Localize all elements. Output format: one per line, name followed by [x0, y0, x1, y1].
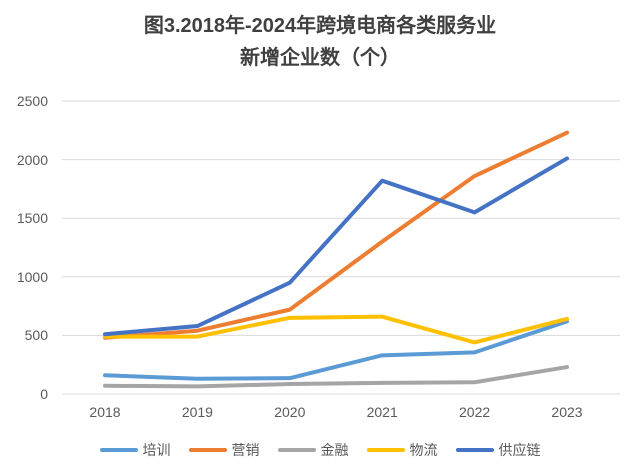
series-line-金融 [103, 365, 569, 389]
x-tick-label: 2023 [551, 404, 583, 420]
legend-item-营销: 营销 [188, 440, 260, 460]
y-tick-label: 500 [24, 327, 48, 344]
chart-title: 图3.2018年-2024年跨境电商各类服务业 新增企业数（个） [0, 10, 640, 74]
series-line-物流 [103, 314, 569, 345]
legend-label: 培训 [142, 442, 171, 458]
legend-line-swatch [277, 448, 316, 452]
chart-title-line1: 图3.2018年-2024年跨境电商各类服务业 [143, 15, 497, 37]
legend-line-swatch [188, 448, 227, 452]
x-tick-label: 2022 [459, 404, 491, 420]
legend-line-swatch [99, 448, 138, 452]
legend-line-swatch [366, 448, 405, 452]
x-tick-label: 2019 [181, 404, 213, 420]
legend-item-供应链: 供应链 [455, 440, 541, 460]
y-tick-label: 2500 [16, 93, 48, 109]
y-tick-label: 2000 [16, 151, 48, 168]
series-line-营销 [103, 130, 569, 340]
series-line-培训 [103, 319, 569, 381]
x-tick-label: 2020 [274, 404, 306, 420]
legend-label: 物流 [409, 442, 438, 458]
series-line-供应链 [103, 156, 569, 337]
chart-title-line2: 新增企业数（个） [240, 47, 400, 69]
legend-line-swatch [455, 448, 494, 452]
x-tick-label: 2018 [89, 404, 121, 420]
y-tick-label: 1000 [16, 268, 48, 285]
legend-item-培训: 培训 [99, 440, 171, 460]
y-tick-label: 0 [40, 386, 48, 402]
legend: 培训 营销 金融 物流 供应链 [0, 440, 640, 460]
y-tick-label: 1500 [16, 210, 48, 227]
legend-item-金融: 金融 [277, 440, 349, 460]
legend-label: 供应链 [498, 442, 541, 458]
legend-item-物流: 物流 [366, 440, 438, 460]
x-tick-label: 2021 [366, 404, 398, 420]
legend-label: 金融 [320, 442, 349, 458]
legend-label: 营销 [231, 442, 260, 458]
